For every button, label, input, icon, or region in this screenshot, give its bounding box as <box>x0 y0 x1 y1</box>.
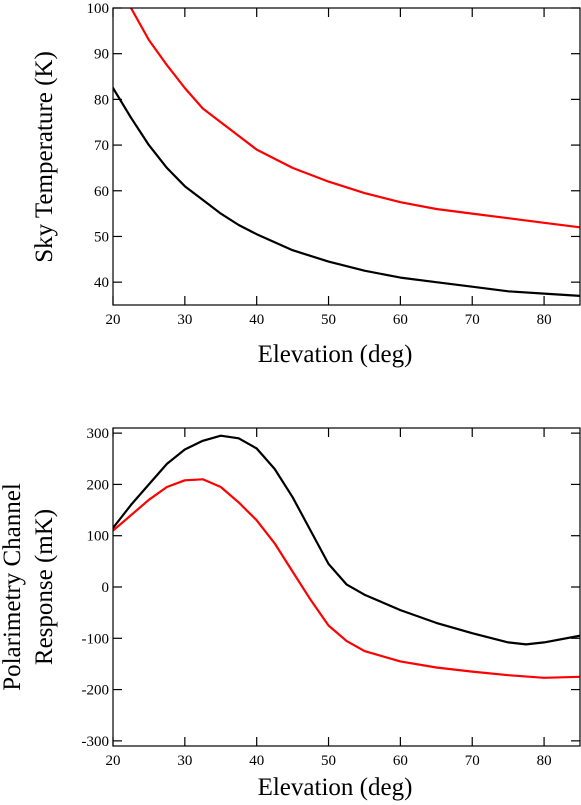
polarimetry-response-y-tick-label: 200 <box>87 477 110 493</box>
sky-temperature-series <box>113 8 580 297</box>
sky-temperature-y-axis-title: Sky Temperature (K) <box>31 51 58 263</box>
polarimetry-response-x-axis-title: Elevation (deg) <box>258 774 413 801</box>
sky-temperature-ticks: 20 30 40 50 60 70 80 40 50 60 70 80 90 100 <box>87 1 580 328</box>
sky-temperature-x-axis-title: Elevation (deg) <box>258 341 413 368</box>
polarimetry-response-x-tick-label: 50 <box>321 753 336 769</box>
polarimetry-response-x-tick-label: 80 <box>537 753 552 769</box>
polarimetry-response-y-tick-label: 300 <box>87 426 110 442</box>
polarimetry-response-y-tick-label: -100 <box>82 631 110 647</box>
sky-temperature-x-tick-label: 30 <box>177 312 192 328</box>
polarimetry-response-x-tick-label: 70 <box>465 753 480 769</box>
polarimetry-response-chart: 20 30 40 50 60 70 80 -300 -200 -100 0 100 200 300 Ele… <box>0 426 581 801</box>
sky-temperature-y-tick-label: 90 <box>94 47 109 63</box>
sky-temperature-x-tick-label: 50 <box>321 312 336 328</box>
polarimetry-response-y-tick-label: 100 <box>87 529 110 545</box>
sky-temperature-y-tick-label: 70 <box>94 138 109 154</box>
polarimetry-response-y-axis-title-line2: Response (mK) <box>31 509 58 665</box>
sky-temperature-series-2-line <box>113 86 580 297</box>
polarimetry-response-series-2-line <box>113 478 580 679</box>
polarimetry-response-x-tick-label: 60 <box>393 753 408 769</box>
sky-temperature-y-tick-label: 50 <box>94 229 109 245</box>
sky-temperature-y-tick-label: 80 <box>94 92 109 108</box>
polarimetry-response-y-tick-label: -200 <box>82 683 110 699</box>
polarimetry-response-y-tick-label: -300 <box>82 734 110 750</box>
sky-temperature-x-tick-label: 20 <box>106 312 121 328</box>
polarimetry-response-series-1-line <box>113 434 580 646</box>
polarimetry-response-x-tick-label: 40 <box>249 753 264 769</box>
sky-temperature-y-tick-label: 100 <box>87 1 110 17</box>
polarimetry-response-y-tick-label: 0 <box>102 580 110 596</box>
sky-temperature-y-tick-label: 40 <box>94 275 109 291</box>
polarimetry-response-series <box>113 434 580 679</box>
sky-temperature-chart: 20 30 40 50 60 70 80 40 50 60 70 80 90 100 Elevation … <box>31 1 581 368</box>
sky-temperature-x-tick-label: 60 <box>393 312 408 328</box>
sky-temperature-x-tick-label: 80 <box>537 312 552 328</box>
sky-temperature-x-tick-label: 70 <box>465 312 480 328</box>
sky-temperature-y-tick-label: 60 <box>94 184 109 200</box>
sky-temperature-series-1-line <box>129 8 580 229</box>
sky-temperature-plot-frame <box>112 7 581 306</box>
polarimetry-response-ticks: 20 30 40 50 60 70 80 -300 -200 -100 0 100 200 300 <box>82 426 580 769</box>
polarimetry-response-x-tick-label: 20 <box>106 753 121 769</box>
polarimetry-response-y-axis-title-line1: Polarimetry Channel <box>0 483 26 691</box>
sky-temperature-x-tick-label: 40 <box>249 312 264 328</box>
polarimetry-response-plot-frame <box>112 427 581 747</box>
polarimetry-response-x-tick-label: 30 <box>177 753 192 769</box>
